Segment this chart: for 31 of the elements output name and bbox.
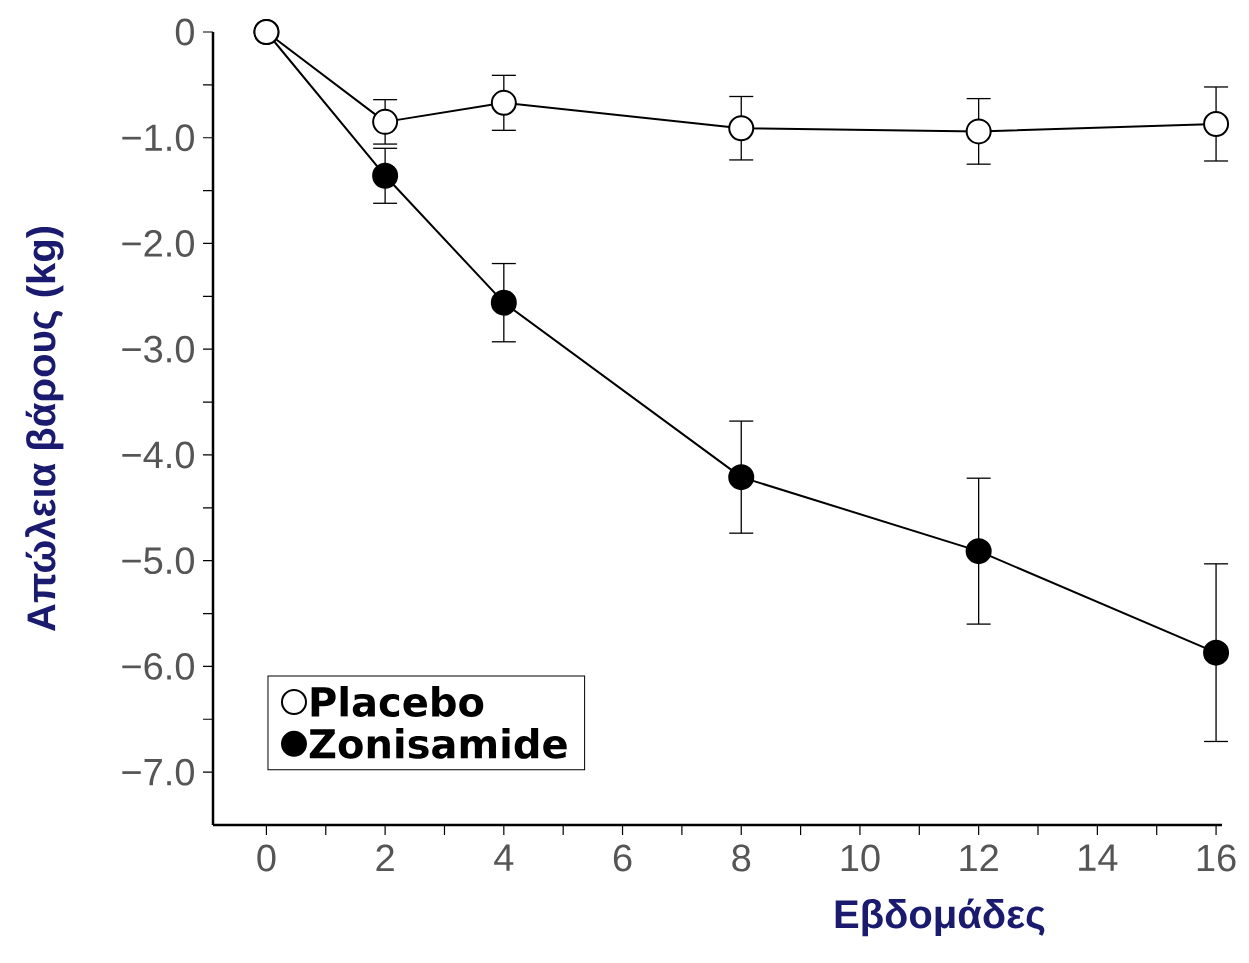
y-tick-label: −4.0 — [122, 441, 194, 469]
y-tick-label: −5.0 — [122, 547, 194, 575]
y-tick-label: −2.0 — [122, 230, 194, 257]
point — [372, 108, 399, 135]
point — [372, 162, 399, 189]
x-axis-title: Εβδομάδες — [835, 898, 1045, 937]
y-tick-label: −3.0 — [122, 335, 194, 363]
legend-label: Zonisamide — [309, 727, 567, 759]
point — [1203, 639, 1230, 666]
point — [1203, 110, 1230, 137]
point — [490, 289, 517, 316]
x-tick-label: 16 — [1197, 844, 1236, 872]
y-tick-label: −1.0 — [122, 124, 194, 152]
point — [728, 115, 755, 142]
x-tick-label: 8 — [732, 844, 751, 872]
y-tick-label: −6.0 — [122, 652, 194, 680]
x-tick-label: 2 — [376, 844, 394, 872]
x-tick-label: 0 — [257, 844, 276, 872]
y-tick-label: −7.0 — [122, 758, 194, 786]
point — [965, 538, 992, 565]
x-tick-label: 4 — [494, 844, 514, 871]
point — [965, 118, 992, 145]
x-tick-label: 14 — [1079, 844, 1118, 871]
x-tick-label: 12 — [960, 844, 998, 872]
point — [728, 464, 755, 491]
x-tick-label: 10 — [841, 844, 880, 872]
legend-label: Placebo — [311, 686, 484, 717]
x-tick-label: 6 — [613, 844, 632, 872]
y-tick-label: 0 — [175, 18, 194, 46]
y-axis-title: Απώλεια βάρους (kg) — [25, 227, 64, 631]
point — [490, 89, 517, 116]
